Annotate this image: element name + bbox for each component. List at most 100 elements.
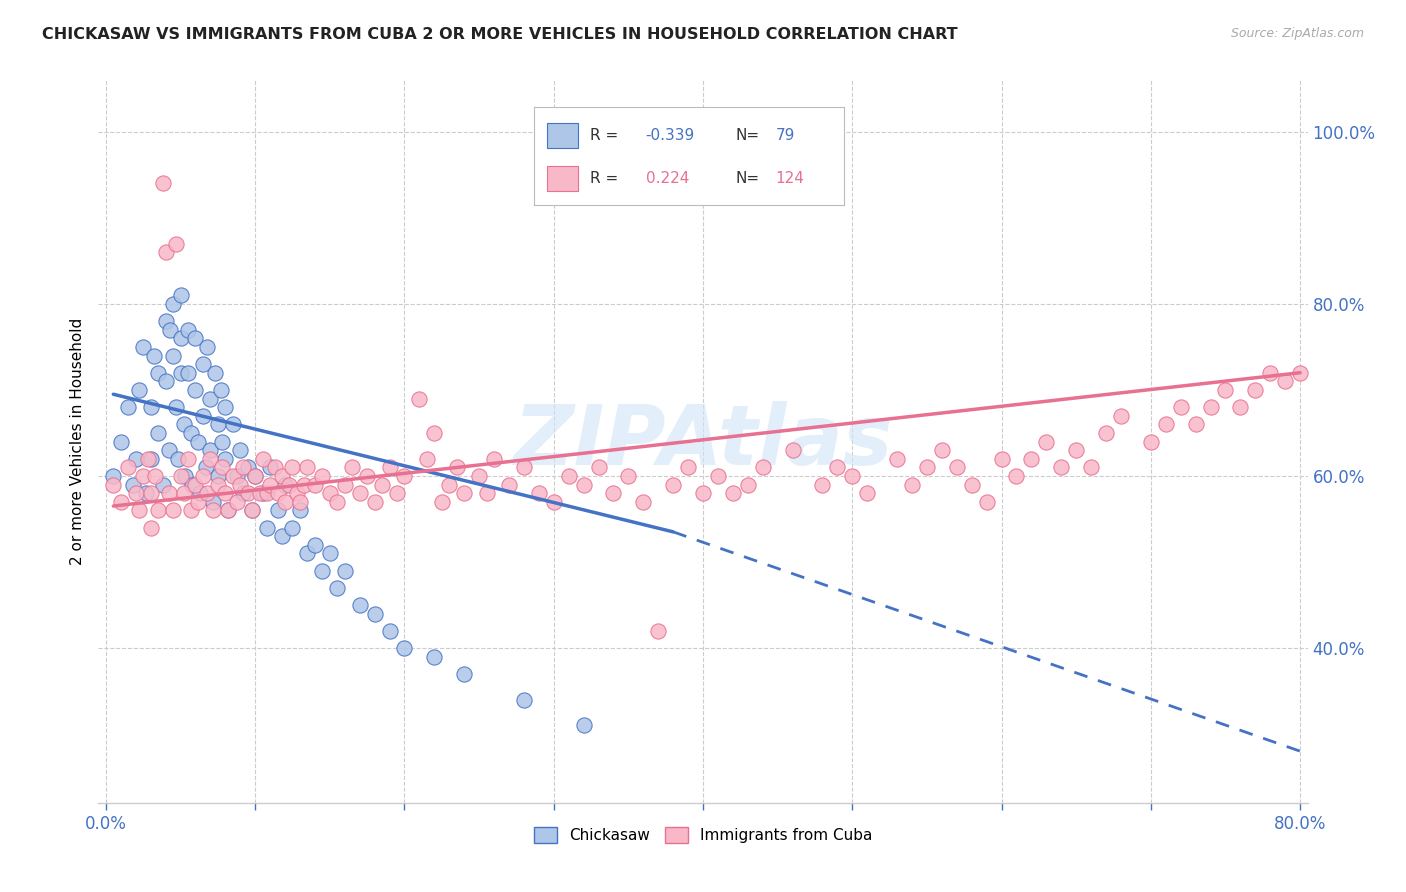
Point	[827, 460, 849, 475]
Point	[1289, 366, 1312, 380]
Point	[194, 460, 217, 475]
Point	[136, 451, 159, 466]
Text: 79: 79	[776, 128, 794, 143]
Point	[1229, 400, 1251, 414]
Point	[162, 503, 184, 517]
Point	[311, 469, 333, 483]
Point	[232, 486, 254, 500]
Point	[184, 477, 207, 491]
Point	[155, 314, 177, 328]
Point	[243, 469, 266, 483]
Point	[498, 477, 520, 491]
Point	[146, 366, 169, 380]
Point	[142, 349, 165, 363]
Point	[207, 417, 229, 432]
Point	[159, 323, 181, 337]
Point	[236, 460, 259, 475]
Point	[513, 460, 536, 475]
Point	[1050, 460, 1073, 475]
Point	[110, 434, 132, 449]
Point	[294, 477, 316, 491]
Point	[217, 503, 239, 517]
Point	[841, 469, 863, 483]
Point	[204, 366, 226, 380]
Point	[976, 494, 998, 508]
Point	[259, 460, 281, 475]
Point	[676, 460, 699, 475]
Point	[191, 409, 214, 423]
Point	[1109, 409, 1132, 423]
Point	[174, 469, 197, 483]
Point	[155, 245, 177, 260]
Point	[217, 503, 239, 517]
Point	[960, 477, 983, 491]
Point	[252, 486, 274, 500]
Point	[378, 460, 401, 475]
Point	[229, 477, 252, 491]
Point	[249, 486, 271, 500]
Point	[285, 486, 308, 500]
Point	[340, 460, 363, 475]
Point	[281, 460, 304, 475]
Point	[1140, 434, 1163, 449]
Text: R =: R =	[591, 171, 619, 186]
Point	[162, 349, 184, 363]
Point	[527, 486, 550, 500]
Point	[297, 546, 319, 560]
Point	[1035, 434, 1057, 449]
Point	[453, 666, 475, 681]
Text: 0.224: 0.224	[645, 171, 689, 186]
Point	[103, 469, 125, 483]
Point	[214, 486, 236, 500]
Point	[326, 494, 349, 508]
Point	[132, 340, 155, 354]
Point	[1154, 417, 1177, 432]
Point	[207, 469, 229, 483]
Point	[211, 460, 233, 475]
Bar	[547, 166, 578, 192]
Point	[209, 383, 232, 397]
Point	[259, 477, 281, 491]
Point	[319, 546, 342, 560]
Point	[288, 494, 311, 508]
Point	[110, 494, 132, 508]
Point	[990, 451, 1012, 466]
Point	[394, 640, 416, 655]
Point	[811, 477, 834, 491]
Point	[311, 564, 333, 578]
Point	[177, 366, 200, 380]
Point	[139, 400, 162, 414]
Point	[256, 520, 278, 534]
Point	[173, 486, 195, 500]
Point	[173, 417, 195, 432]
Point	[363, 494, 385, 508]
Point	[1095, 425, 1118, 440]
Point	[187, 434, 209, 449]
Point	[169, 366, 191, 380]
Y-axis label: 2 or more Vehicles in Household: 2 or more Vehicles in Household	[69, 318, 84, 566]
Text: -0.339: -0.339	[645, 128, 695, 143]
Point	[191, 357, 214, 371]
Point	[188, 486, 211, 500]
Point	[240, 503, 263, 517]
Point	[304, 538, 326, 552]
Point	[202, 503, 225, 517]
Point	[169, 288, 191, 302]
Point	[177, 323, 200, 337]
Point	[349, 598, 371, 612]
Point	[214, 400, 236, 414]
Point	[222, 469, 245, 483]
Point	[1215, 383, 1237, 397]
Point	[468, 469, 491, 483]
Point	[647, 624, 669, 638]
Point	[184, 383, 207, 397]
Text: ZIPAtlas: ZIPAtlas	[513, 401, 893, 482]
Point	[229, 443, 252, 458]
Point	[240, 503, 263, 517]
Point	[588, 460, 610, 475]
Point	[274, 494, 297, 508]
Point	[132, 469, 155, 483]
Legend: Chickasaw, Immigrants from Cuba: Chickasaw, Immigrants from Cuba	[527, 822, 879, 849]
Point	[1184, 417, 1206, 432]
Point	[707, 469, 730, 483]
